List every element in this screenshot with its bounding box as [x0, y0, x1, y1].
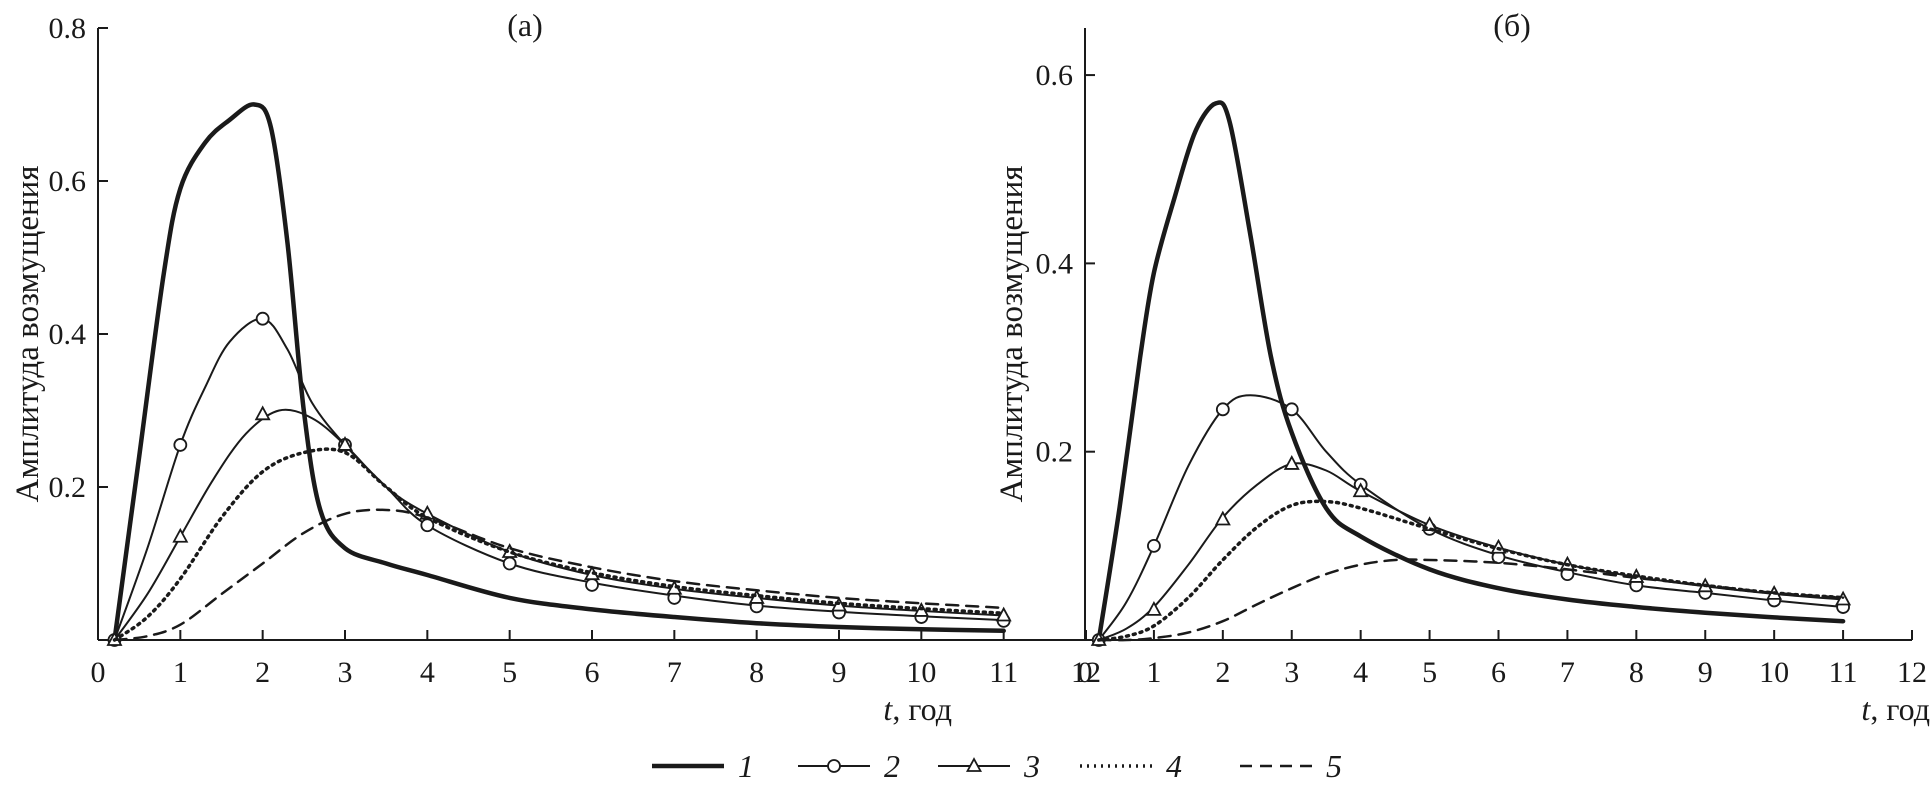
- legend-marker-2: [827, 759, 841, 773]
- x-tick-label: 8: [1629, 656, 1644, 689]
- series-4-line: [1097, 499, 1845, 642]
- y-tick-label: 0.6: [49, 165, 87, 198]
- series-3-point: [1352, 482, 1369, 498]
- x-tick-label: 3: [338, 656, 353, 689]
- x-tick-label: 2: [255, 656, 270, 689]
- series-5-line: [1097, 558, 1845, 642]
- x-tick-label: 12: [1071, 656, 1101, 689]
- series-2-line: [1097, 394, 1845, 641]
- x-tick-label: 6: [1491, 656, 1506, 689]
- series-3-point: [336, 436, 354, 451]
- x-tick-label: 2: [1215, 656, 1230, 689]
- series-3-point: [254, 405, 271, 421]
- x-tick-label: 7: [1560, 656, 1575, 689]
- y-tick-label: 0.8: [49, 12, 87, 45]
- x-tick-label: 3: [1284, 656, 1299, 689]
- series-5-line: [113, 508, 1005, 642]
- legend-label-2: 2: [884, 748, 900, 784]
- x-tick-label: 5: [502, 656, 517, 689]
- x-tick-label: 0: [91, 656, 106, 689]
- series-2-line: [113, 317, 1005, 641]
- x-axis-label-a: t, год: [883, 691, 952, 727]
- y-axis-label-a: Амплитуда возмущения: [10, 166, 46, 503]
- y-tick-label: 0.2: [1036, 436, 1074, 469]
- series-3-point: [995, 606, 1012, 622]
- series-2-point: [502, 556, 517, 571]
- chart-title-b: (б): [1493, 7, 1531, 43]
- y-tick-label: 0.4: [49, 318, 87, 351]
- x-axis-label-b: t, год: [1861, 691, 1930, 727]
- legend-marker-3: [965, 757, 983, 772]
- x-tick-label: 10: [906, 656, 936, 689]
- series-3-point: [1283, 455, 1300, 470]
- y-axis-label-b: Амплитуда возмущения: [994, 166, 1030, 503]
- series-4-line: [112, 447, 1006, 642]
- series-1-line: [1096, 100, 1846, 643]
- x-tick-label: 1: [1146, 656, 1161, 689]
- series-3-point: [1145, 600, 1162, 616]
- series-3-point: [172, 527, 189, 543]
- x-tick-label: 12: [1897, 656, 1927, 689]
- series-3-line: [113, 408, 1005, 641]
- x-tick-label: 4: [1353, 656, 1368, 689]
- x-tick-label: 6: [585, 656, 600, 689]
- chart-title-a: (а): [507, 7, 543, 43]
- x-tick-label: 10: [1759, 656, 1789, 689]
- x-tick-label: 5: [1422, 656, 1437, 689]
- x-tick-label: 1: [173, 656, 188, 689]
- y-tick-label: 0.6: [1036, 59, 1074, 92]
- x-tick-label: 0: [1078, 656, 1093, 689]
- series-2-point: [420, 518, 435, 533]
- legend-label-3: 3: [1023, 748, 1040, 784]
- legend-label-1: 1: [738, 748, 754, 784]
- x-tick-label: 11: [1829, 656, 1858, 689]
- series-3-point: [1214, 510, 1231, 526]
- series-2-point: [255, 311, 270, 326]
- x-tick-label: 11: [989, 656, 1018, 689]
- legend-label-4: 4: [1166, 748, 1182, 784]
- x-tick-label: 9: [832, 656, 847, 689]
- series-2-point: [585, 578, 599, 592]
- x-tick-label: 7: [667, 656, 682, 689]
- y-tick-label: 0.4: [1036, 247, 1074, 280]
- series-2-point: [1215, 402, 1230, 417]
- x-tick-label: 9: [1698, 656, 1713, 689]
- series-2-point: [173, 438, 188, 452]
- x-tick-label: 8: [749, 656, 764, 689]
- legend: 1 2 3 4 5: [652, 748, 1342, 784]
- series-2-point: [1284, 402, 1299, 417]
- series-2-point: [1147, 538, 1161, 553]
- series-1-line: [112, 102, 1006, 643]
- series-3-point: [1490, 538, 1507, 554]
- x-tick-label: 4: [420, 656, 435, 689]
- legend-label-5: 5: [1326, 748, 1342, 784]
- y-tick-label: 0.2: [49, 471, 87, 504]
